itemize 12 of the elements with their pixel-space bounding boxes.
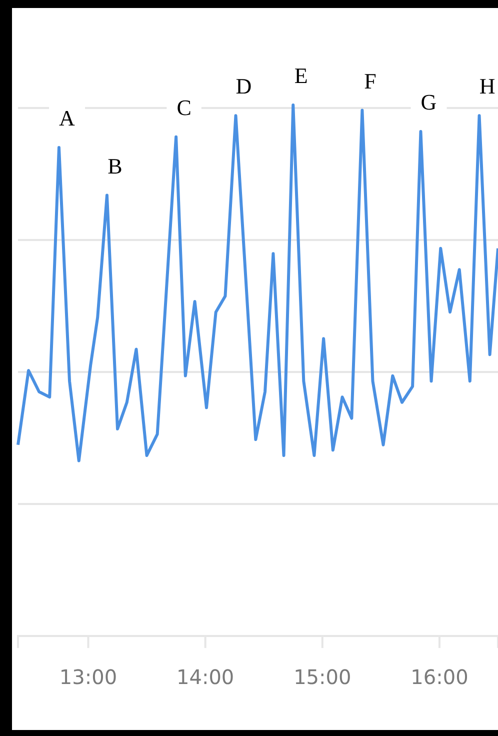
annotation: F	[364, 68, 376, 94]
x-tick-label: 15:00	[294, 665, 352, 690]
annotation: E	[294, 63, 308, 88]
annotation: D	[236, 74, 252, 99]
annotation: H	[479, 74, 496, 99]
x-tick-label: 13:00	[59, 665, 118, 690]
annotation: G	[420, 90, 437, 115]
annotation: C	[176, 94, 192, 120]
x-tick-label: 14:00	[176, 665, 234, 690]
annotation: B	[108, 153, 122, 178]
annotation: A	[59, 105, 76, 130]
x-tick-label: 16:00	[410, 665, 468, 690]
